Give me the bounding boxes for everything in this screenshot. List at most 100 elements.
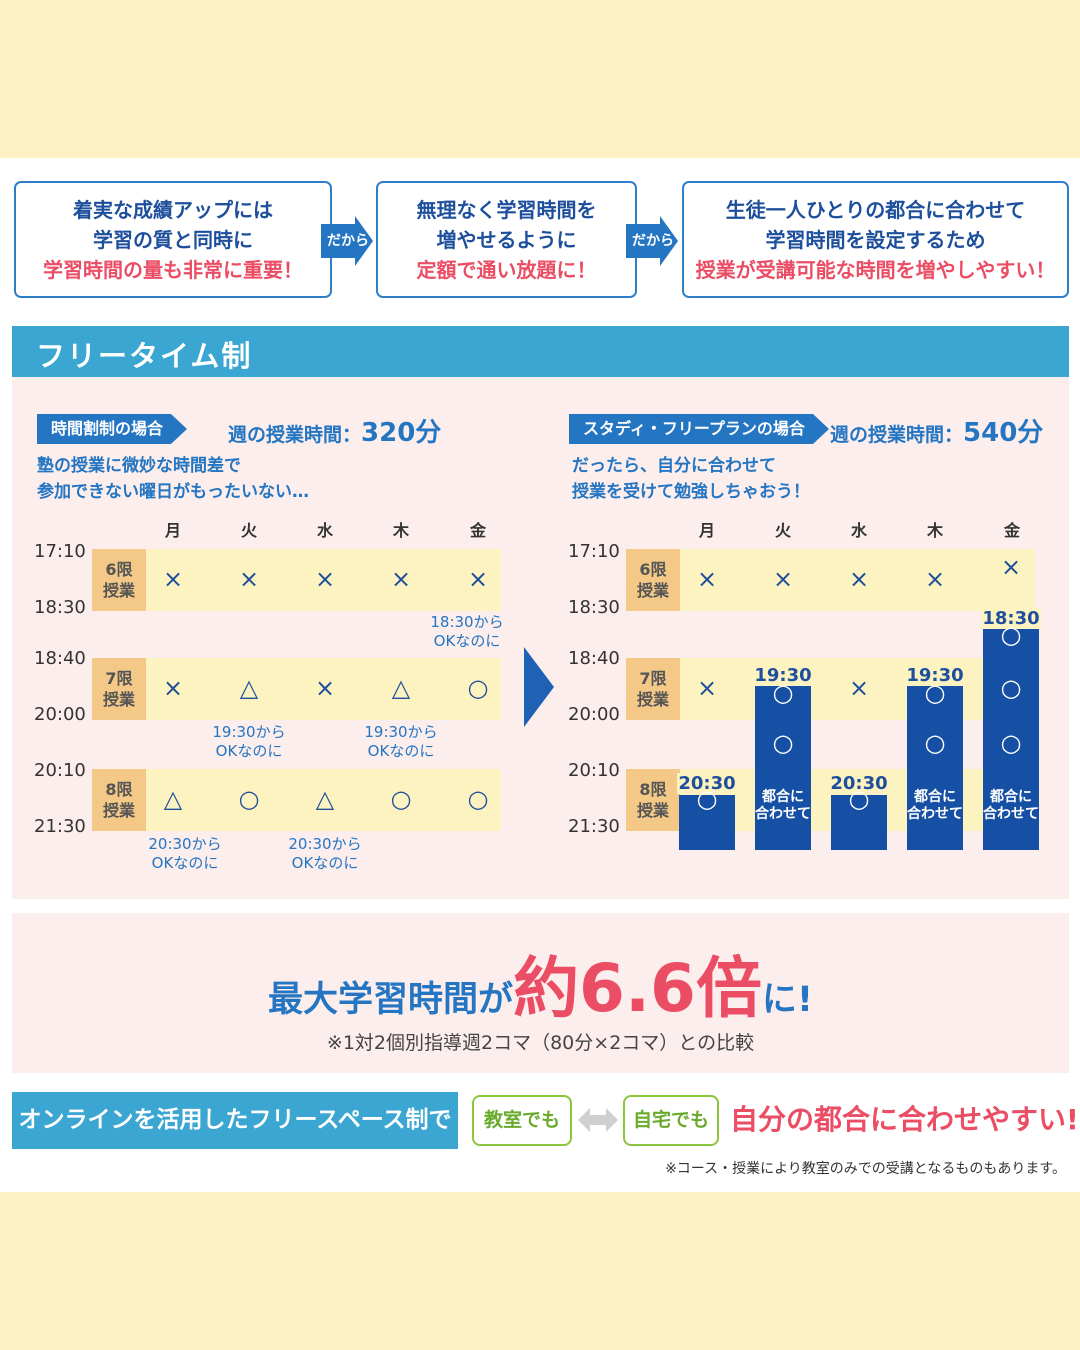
available-bar-thu (907, 686, 963, 850)
period-number: 8限 (105, 780, 133, 799)
period-row-7 (92, 658, 501, 720)
time-label: 21:30 (568, 816, 620, 837)
cross-mark: × (924, 565, 946, 593)
period-text: 授業 (636, 690, 669, 709)
cross-mark: × (467, 565, 489, 593)
circle-mark: ○ (848, 785, 870, 813)
day-header-tue: 火 (240, 521, 257, 540)
day-header-mon: 月 (698, 521, 715, 540)
weekly-hours-label: 週の授業時間： (830, 424, 964, 446)
description-line: 参加できない曜日がもったいない… (37, 482, 309, 502)
period-8-label: 8限 授業 (92, 769, 146, 831)
circle-mark: ○ (772, 679, 794, 707)
period-row-7 (626, 658, 1035, 720)
circle-mark: ○ (924, 729, 946, 757)
note-line: 20:30から (148, 835, 222, 853)
available-bar-fri (983, 629, 1039, 850)
cross-mark: × (848, 565, 870, 593)
circle-mark: ○ (390, 785, 412, 813)
classroom-pill: 教室でも (472, 1095, 572, 1146)
day-header-wed: 水 (316, 521, 333, 540)
weekly-hours-value: 320分 (361, 418, 442, 448)
period-row-6 (626, 549, 1035, 611)
plan-tag-label: スタディ・フリープランの場合 (569, 414, 829, 444)
period-number: 6限 (639, 560, 667, 579)
time-label: 20:00 (568, 704, 620, 725)
period-7-label: 7限授業 (92, 658, 146, 720)
time-label: 18:30 (568, 597, 620, 618)
plan-tag-timetable: 時間割制の場合 (37, 414, 188, 444)
plan-tag-free-plan: スタディ・フリープランの場合 (569, 414, 829, 444)
day-header-wed: 水 (850, 521, 867, 540)
note-line: 18:30から (430, 613, 504, 631)
online-banner: オンラインを活用したフリースペース制で (12, 1092, 458, 1149)
bar-adjust-text: 都合に 合わせて (903, 789, 967, 823)
flow-arrow-label: だから (327, 233, 369, 249)
availability-note-fri-1830: 18:30から OKなのに (412, 613, 522, 651)
period-text: 授業 (102, 690, 135, 709)
bar-adjust-line: 合わせて (983, 806, 1039, 822)
flow-box-flexible: 生徒一人ひとりの都合に合わせて 学習時間を設定するため 授業が受講可能な時間を増… (682, 181, 1069, 298)
flow-box-line: 着実な成績アップには (73, 197, 273, 222)
section-title: フリータイム制 (36, 339, 253, 373)
bar-adjust-line: 都合に (762, 789, 804, 805)
flow-box-line: 学習の質と同時に (93, 227, 253, 252)
circle-mark: ○ (696, 785, 718, 813)
day-header-fri: 金 (469, 521, 486, 540)
bar-adjust-line: 都合に (990, 789, 1032, 805)
right-description: だったら、自分に合わせて 授業を受けて勉強しちゃおう！ (572, 453, 810, 505)
cross-mark: × (1000, 553, 1022, 581)
flow-box-quality: 着実な成績アップには 学習の質と同時に 学習時間の量も非常に重要！ (14, 181, 332, 298)
time-label: 18:30 (34, 597, 86, 618)
result-suffix: に! (761, 980, 813, 1020)
schedule-comparison: 時間割制の場合 週の授業時間：320分 塾の授業に微妙な時間差で 参加できない曜… (12, 377, 1069, 899)
note-line: OKなのに (367, 742, 435, 760)
section-header: フリータイム制 (12, 326, 1069, 377)
bar-start-time: 19:30 (905, 665, 965, 686)
bar-start-time: 20:30 (829, 773, 889, 794)
availability-note-thu-1930: 19:30から OKなのに (346, 723, 456, 761)
flow-box-line: 生徒一人ひとりの都合に合わせて (725, 197, 1026, 222)
triangle-mark: △ (391, 674, 411, 702)
time-label: 20:10 (568, 760, 620, 781)
bar-adjust-text: 都合に 合わせて (751, 789, 815, 823)
flow-arrow-1: だから (321, 216, 373, 266)
flow-box-emphasis: 定額で通い放題に！ (416, 257, 597, 282)
cross-mark: × (314, 674, 336, 702)
circle-mark: ○ (772, 729, 794, 757)
description-line: だったら、自分に合わせて (572, 456, 776, 476)
available-bar-mon (679, 795, 735, 850)
weekly-hours-label: 週の授業時間： (228, 424, 362, 446)
cross-mark: × (772, 565, 794, 593)
flow-box-unlimited: 無理なく学習時間を 増やせるように 定額で通い放題に！ (376, 181, 637, 298)
bar-adjust-line: 合わせて (755, 806, 811, 822)
circle-mark: ○ (1000, 621, 1022, 649)
flow-box-emphasis: 学習時間の量も非常に重要！ (43, 257, 303, 282)
left-description: 塾の授業に微妙な時間差で 参加できない曜日がもったいない… (37, 453, 309, 505)
day-header-mon: 月 (164, 521, 181, 540)
time-label: 21:30 (34, 816, 86, 837)
swap-arrows-icon (578, 1108, 618, 1132)
time-label: 20:10 (34, 760, 86, 781)
result-multiplier: 約6.6倍 (513, 950, 762, 1027)
cross-mark: × (238, 565, 260, 593)
availability-note-tue-1930: 19:30から OKなのに (194, 723, 304, 761)
note-line: 20:30から (288, 835, 362, 853)
period-text: 授業 (636, 801, 669, 820)
period-number: 8限 (639, 780, 667, 799)
availability-note-wed-2030: 20:30から OKなのに (270, 835, 380, 873)
slogan: 自分の都合に合わせやすい! (730, 1103, 1079, 1136)
flow-box-line: 学習時間を設定するため (765, 227, 986, 252)
bar-start-time: 20:30 (677, 773, 737, 794)
period-number: 7限 (105, 669, 133, 688)
flow-box-line: 無理なく学習時間を (416, 197, 597, 222)
period-6-label: 6限 授業 (626, 549, 680, 611)
available-bar-tue (755, 686, 811, 850)
description-line: 授業を受けて勉強しちゃおう！ (572, 482, 810, 502)
bar-adjust-text: 都合に 合わせて (979, 789, 1043, 823)
result-prefix: 最大学習時間が (268, 980, 514, 1020)
period-8-label: 8限授業 (626, 769, 680, 831)
time-label: 17:10 (568, 541, 620, 562)
flow-arrow-label: だから (632, 233, 674, 249)
weekly-hours-value: 540分 (963, 418, 1044, 448)
